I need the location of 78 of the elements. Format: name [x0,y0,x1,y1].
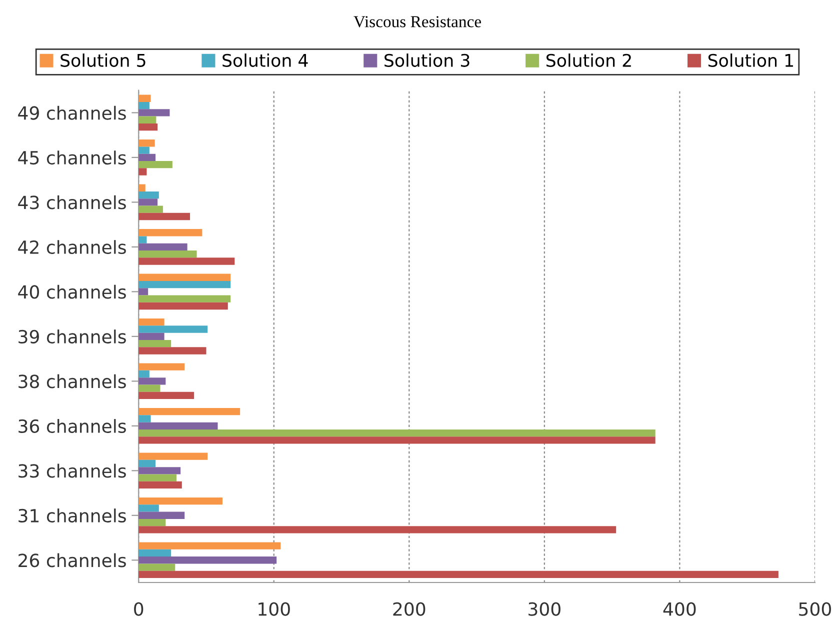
x-tick-label: 400 [663,602,696,616]
bar [138,161,172,168]
bar [138,518,166,526]
bar [138,295,231,302]
bar [138,556,277,564]
y-tick-label: 38 channels [18,374,126,388]
x-tick-label: 300 [528,602,560,616]
bar [138,436,656,444]
bar [138,408,240,416]
bar [138,274,231,281]
bar [138,467,181,474]
x-tick-label: 500 [799,602,831,616]
bar [138,429,656,437]
bar [138,146,150,154]
bar [138,229,202,236]
bar [138,236,147,244]
y-tick-label: 31 channels [18,508,126,523]
bar [138,549,172,557]
bar [138,564,176,571]
legend-label: Solution 5 [60,54,146,67]
bar [138,378,166,385]
bar [138,512,185,519]
bar [138,363,185,370]
bar [138,370,150,378]
bar [138,318,164,326]
bar [138,460,156,468]
bar [138,198,158,206]
legend-label: Solution 2 [546,54,631,67]
bar [138,570,778,578]
bar [138,302,228,310]
y-tick-label: 36 channels [18,419,126,434]
y-tick-label: 45 channels [18,150,126,165]
bar [138,154,156,162]
bar [138,504,159,512]
bar [138,109,170,116]
y-tick-label: 26 channels [18,553,126,568]
bar [138,258,235,265]
bar [138,243,188,251]
bar [138,102,150,110]
bar [138,452,208,460]
x-tick-label: 100 [258,602,290,616]
bar [138,481,182,489]
bar [138,280,231,288]
bar [138,94,151,102]
y-tick-label: 49 channels [18,106,126,120]
bar [138,347,206,354]
bar [138,212,190,220]
bar [138,116,156,124]
bar [138,415,151,422]
bar [138,326,208,333]
bar [138,474,176,482]
legend-label: Solution 4 [222,54,308,67]
bar [138,206,163,213]
legend-label: Solution 3 [384,54,470,67]
chart-title: Viscous Resistance [354,16,481,28]
bar [138,123,158,131]
bar [138,184,146,192]
x-tick-label: 200 [393,602,426,616]
bar [138,288,148,296]
y-tick-label: 39 channels [18,330,126,344]
bar [138,332,164,340]
bar [138,526,616,534]
y-tick-label: 42 channels [18,240,126,254]
y-tick-label: 43 channels [18,195,126,210]
y-tick-label: 33 channels [18,464,126,478]
y-tick-label: 40 channels [18,284,126,299]
bar [138,422,218,430]
bar [138,384,160,392]
bar [138,168,147,176]
bar [138,191,159,199]
bar [138,392,194,400]
legend-label: Solution 1 [708,54,793,67]
bar [138,497,222,505]
bar [138,140,155,147]
bar [138,250,197,258]
bar [138,340,172,348]
x-tick-label: 0 [134,602,144,616]
bar [138,542,281,550]
